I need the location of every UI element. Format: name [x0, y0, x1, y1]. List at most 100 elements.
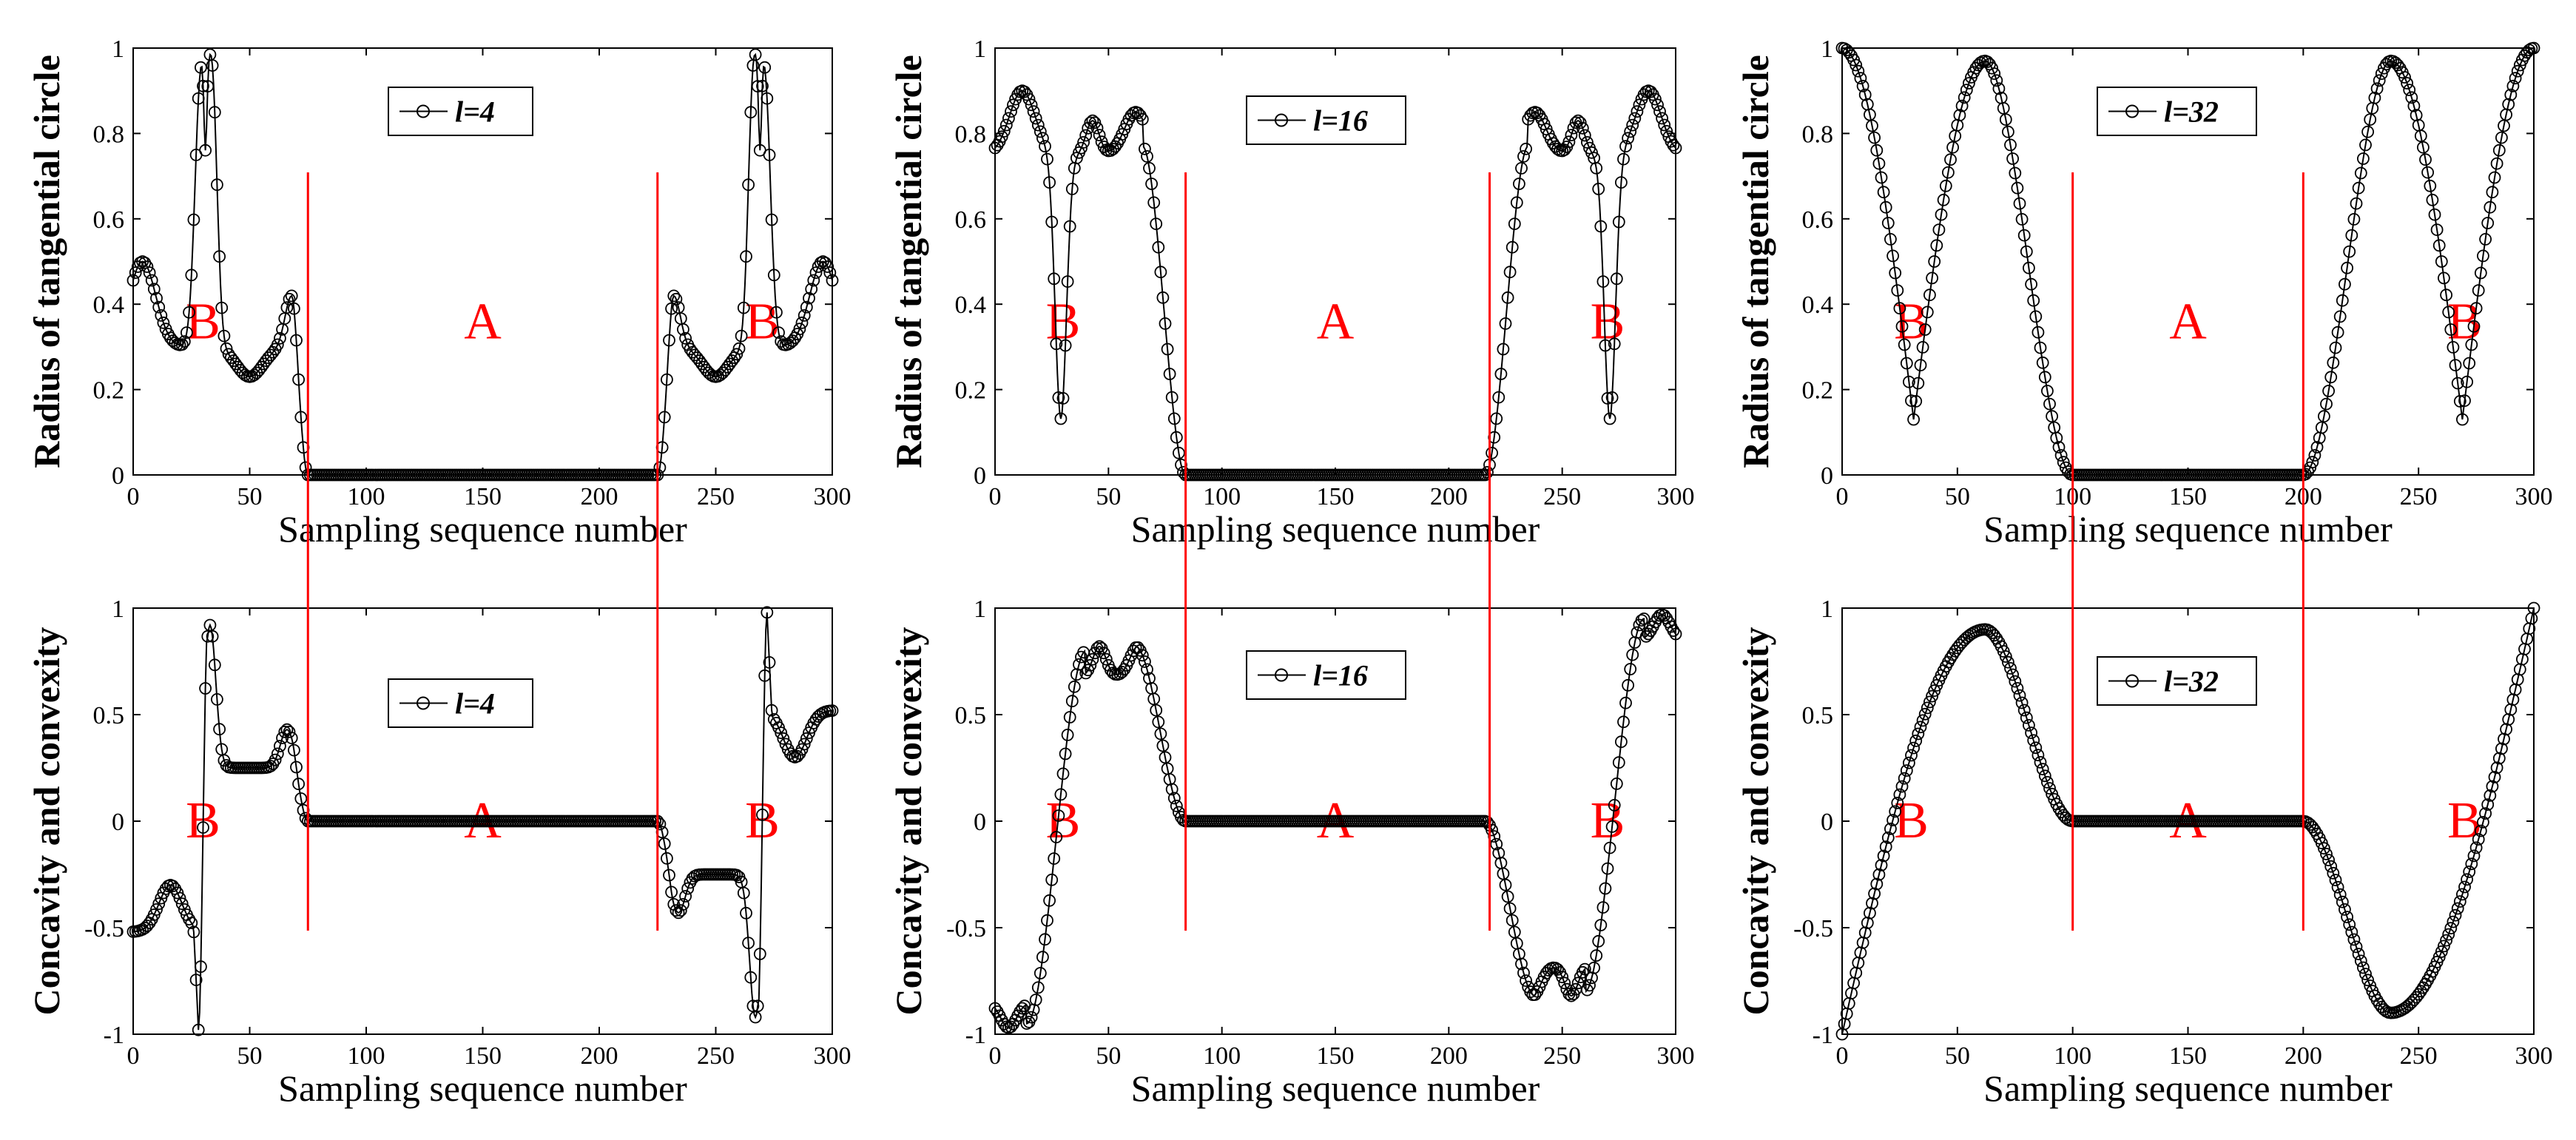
data-point: [2506, 79, 2520, 92]
data-point: [1517, 966, 1530, 979]
data-point: [988, 141, 1002, 155]
data-point: [2451, 377, 2464, 390]
data-point: [742, 178, 755, 192]
y-tick-label: -1: [1813, 1022, 1833, 1049]
data-point: [1050, 337, 1063, 351]
data-point: [2338, 277, 2351, 291]
data-point: [1935, 208, 1948, 221]
data-point: [197, 79, 209, 92]
x-tick-label: 50: [237, 483, 263, 510]
data-point: [1858, 88, 1872, 101]
data-point: [1020, 1017, 1034, 1030]
region-label-a: A: [464, 293, 502, 350]
data-point: [2435, 945, 2448, 958]
data-point: [1156, 739, 1170, 752]
data-point: [1494, 368, 1508, 380]
data-point: [1955, 99, 1969, 112]
data-point: [1165, 783, 1179, 796]
data-point: [795, 316, 809, 329]
data-point: [1624, 663, 1637, 675]
data-point: [775, 726, 788, 739]
y-tick-label: 1: [112, 36, 124, 63]
data-point: [1005, 1020, 1017, 1033]
data-point: [1941, 166, 1955, 179]
data-point: [2442, 306, 2455, 319]
series-line: [1841, 47, 2535, 476]
data-point: [1914, 721, 1927, 734]
data-point: [1612, 756, 1625, 769]
data-point: [2511, 64, 2524, 78]
y-tick-label: 0.6: [955, 206, 987, 234]
data-point: [197, 821, 209, 834]
data-point: [1986, 61, 1999, 75]
data-point: [294, 792, 308, 805]
x-tick-label: 300: [2515, 483, 2553, 510]
data-point: [2320, 397, 2333, 411]
y-tick-label: 0: [112, 809, 124, 836]
data-point: [1912, 727, 1925, 741]
data-point: [2054, 449, 2068, 462]
data-point: [2306, 820, 2319, 834]
data-point: [2034, 756, 2047, 769]
data-point: [1900, 764, 1913, 777]
x-tick-label: 150: [464, 1042, 502, 1070]
data-point: [1854, 72, 1867, 85]
data-point: [229, 357, 243, 371]
data-point: [1656, 112, 1669, 125]
data-point: [1946, 141, 1960, 154]
data-point: [1562, 135, 1576, 149]
data-point: [758, 669, 772, 682]
data-point: [2449, 908, 2462, 922]
data-point: [1005, 105, 1017, 118]
data-point: [2043, 782, 2056, 795]
data-point: [2449, 359, 2462, 372]
data-point: [287, 743, 300, 757]
y-tick-label: 1: [974, 36, 986, 63]
data-point: [189, 974, 203, 986]
data-point: [1939, 179, 1952, 192]
y-tick-label: 0.2: [93, 377, 125, 405]
data-point: [1642, 627, 1655, 641]
data-point: [2488, 171, 2501, 184]
series-line: [1841, 607, 2535, 1035]
region-label-b: B: [745, 293, 780, 350]
x-tick-label: 150: [464, 483, 502, 510]
data-point: [663, 334, 675, 347]
data-point: [2299, 468, 2312, 481]
data-point: [152, 300, 166, 314]
data-point: [798, 308, 811, 322]
data-point: [1944, 153, 1957, 166]
data-point: [1585, 146, 1598, 159]
data-point: [290, 760, 303, 774]
legend-box: [388, 678, 533, 728]
y-tick-label: 0: [974, 809, 986, 836]
data-point: [2040, 385, 2054, 397]
panel-c4: 0 50 100 150 200 250 300 -1 -0.5 0 0.5 1 Sampling se…: [26, 596, 852, 1109]
data-point: [751, 999, 764, 1013]
x-tick-label: 200: [581, 1042, 618, 1070]
data-point: [658, 837, 671, 850]
data-point: [269, 753, 282, 766]
data-point: [693, 354, 706, 368]
data-point: [1601, 862, 1614, 875]
data-point: [2486, 780, 2499, 793]
data-point: [2015, 212, 2029, 226]
data-point: [744, 971, 758, 984]
data-point: [1603, 841, 1616, 854]
data-point: [2324, 860, 2338, 873]
data-point: [2414, 129, 2427, 143]
legend: l=4: [388, 87, 533, 136]
data-point: [2020, 711, 2033, 724]
data-point: [1988, 67, 2001, 80]
data-point: [271, 338, 284, 351]
x-tick-label: 250: [697, 1042, 735, 1070]
y-tick-label: 1: [1821, 36, 1833, 63]
data-point: [206, 59, 219, 72]
data-point: [1622, 132, 1635, 145]
data-point: [2331, 880, 2344, 894]
data-point: [1612, 215, 1625, 229]
data-point: [2052, 441, 2066, 453]
data-point: [2472, 833, 2485, 846]
data-point: [2310, 441, 2324, 453]
data-point: [2401, 77, 2414, 90]
